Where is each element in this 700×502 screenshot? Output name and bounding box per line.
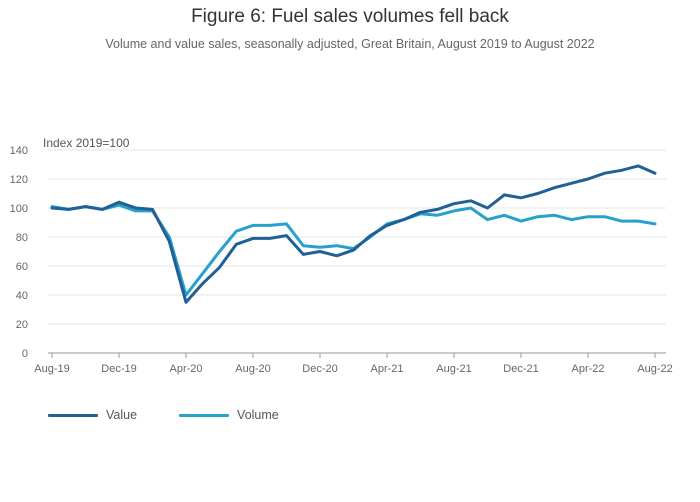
x-tick-label: Apr-22 — [571, 363, 604, 375]
series-lines — [50, 164, 657, 304]
gridlines: 0 20 40 60 80 100 120 140 — [10, 145, 666, 360]
y-tick-label: 120 — [10, 174, 28, 186]
x-tick-label: Aug-19 — [34, 363, 69, 375]
x-tick-label: Apr-21 — [370, 363, 403, 375]
chart-subtitle: Volume and value sales, seasonally adjus… — [105, 37, 595, 51]
legend-item-value[interactable]: Value — [48, 408, 137, 422]
y-tick-label: 60 — [16, 261, 28, 273]
legend-swatch-value — [48, 413, 98, 417]
series-line-value[interactable] — [50, 164, 657, 304]
y-tick-label: 0 — [22, 348, 28, 360]
legend-label-value: Value — [106, 408, 138, 422]
x-tick-label: Dec-19 — [101, 363, 136, 375]
x-tick-label: Aug-21 — [436, 363, 471, 375]
x-tick-label: Apr-20 — [169, 363, 202, 375]
x-tick-label: Aug-22 — [637, 363, 672, 375]
legend-swatch-volume — [179, 413, 230, 417]
x-axis: Aug-19 Dec-19 Apr-20 Aug-20 Dec-20 Apr-21 Aug-… — [34, 352, 673, 375]
y-tick-label: 100 — [10, 203, 28, 215]
y-axis-label: Index 2019=100 — [43, 136, 130, 150]
y-tick-label: 40 — [16, 290, 28, 302]
y-tick-label: 140 — [10, 145, 28, 157]
legend-item-volume[interactable]: Volume — [179, 408, 279, 422]
legend: Value Volume — [48, 408, 321, 422]
y-tick-label: 80 — [16, 232, 28, 244]
x-tick-label: Dec-20 — [302, 363, 337, 375]
legend-label-volume: Volume — [237, 408, 279, 422]
x-tick-label: Aug-20 — [235, 363, 270, 375]
x-tick-label: Dec-21 — [503, 363, 538, 375]
y-tick-label: 20 — [16, 319, 28, 331]
chart-title: Figure 6: Fuel sales volumes fell back — [191, 6, 509, 27]
